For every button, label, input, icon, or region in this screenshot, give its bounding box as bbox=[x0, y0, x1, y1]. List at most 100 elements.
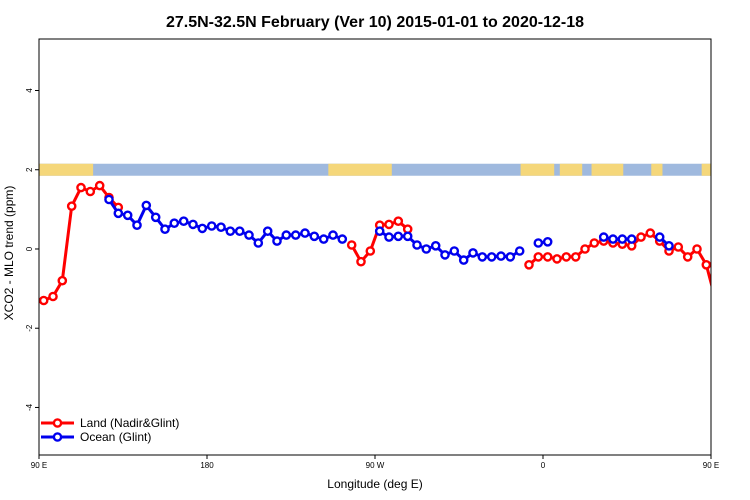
y-axis: -4 -2 0 2 4 bbox=[25, 88, 39, 411]
data-point-land bbox=[636, 232, 646, 242]
data-point-land bbox=[94, 180, 105, 191]
data-point-land bbox=[645, 228, 656, 238]
data-point-land bbox=[552, 254, 562, 264]
land-band-segment bbox=[328, 163, 392, 176]
x-tick-label: 0 bbox=[541, 461, 546, 470]
legend-marker-ocean bbox=[52, 432, 63, 442]
data-point-ocean bbox=[664, 240, 674, 251]
legend-item-ocean: Ocean (Glint) bbox=[41, 430, 151, 444]
series-layer bbox=[39, 180, 738, 306]
data-point-ocean bbox=[626, 234, 637, 244]
data-point-ocean bbox=[384, 232, 394, 242]
data-point-land bbox=[731, 297, 738, 304]
legend: Land (Nadir&Glint) Ocean (Glint) bbox=[41, 416, 179, 444]
data-point-ocean bbox=[542, 236, 553, 247]
data-point-ocean bbox=[188, 219, 198, 230]
data-point-ocean bbox=[253, 238, 264, 248]
data-point-ocean bbox=[412, 240, 422, 250]
plot-frame bbox=[38, 38, 712, 456]
data-point-ocean bbox=[309, 231, 320, 242]
data-point-land bbox=[682, 252, 693, 262]
data-point-ocean bbox=[132, 220, 142, 230]
data-point-land bbox=[66, 201, 77, 211]
legend-label-ocean: Ocean (Glint) bbox=[80, 430, 151, 444]
x-axis: 90 E 180 90 W 0 90 E bbox=[31, 455, 719, 470]
data-point-ocean bbox=[468, 248, 478, 258]
data-point-land bbox=[570, 252, 581, 262]
data-point-ocean bbox=[374, 226, 385, 236]
data-point-ocean bbox=[290, 230, 301, 240]
data-point-land bbox=[48, 291, 58, 302]
data-point-ocean bbox=[272, 236, 282, 246]
chart-title: 27.5N-32.5N February (Ver 10) 2015-01-01… bbox=[166, 14, 584, 31]
y-tick-label: 2 bbox=[25, 167, 34, 172]
x-tick-label: 90 E bbox=[703, 461, 719, 470]
data-point-ocean bbox=[281, 230, 292, 240]
data-point-ocean bbox=[533, 238, 544, 248]
data-point-ocean bbox=[458, 255, 469, 265]
data-point-ocean bbox=[150, 212, 161, 223]
y-tick-label: -4 bbox=[25, 403, 34, 411]
data-point-ocean bbox=[225, 226, 236, 236]
data-point-land bbox=[701, 260, 711, 270]
data-point-ocean bbox=[514, 246, 525, 256]
x-axis-label: Longitude (deg E) bbox=[327, 477, 422, 491]
land-band-segment bbox=[520, 163, 555, 176]
data-point-land bbox=[356, 256, 366, 267]
data-point-land bbox=[710, 299, 711, 302]
data-point-land bbox=[673, 242, 684, 252]
data-point-land bbox=[57, 275, 68, 286]
data-point-ocean bbox=[449, 246, 460, 256]
data-point-ocean bbox=[598, 232, 609, 242]
data-point-ocean bbox=[122, 210, 133, 221]
y-tick-label: -2 bbox=[25, 324, 34, 332]
data-point-ocean bbox=[262, 226, 273, 236]
land-band-segment bbox=[651, 163, 663, 176]
data-point-ocean bbox=[477, 252, 488, 262]
y-axis-label: XCO2 - MLO trend (ppm) bbox=[2, 186, 16, 321]
data-point-land bbox=[346, 240, 357, 250]
data-point-land bbox=[524, 259, 534, 270]
data-point-ocean bbox=[505, 252, 516, 262]
data-point-ocean bbox=[421, 244, 432, 254]
data-point-ocean bbox=[337, 234, 348, 244]
land-ocean-band bbox=[39, 163, 711, 176]
land-band-segment bbox=[701, 163, 711, 176]
data-point-ocean bbox=[440, 250, 450, 260]
data-point-land bbox=[561, 252, 572, 262]
data-point-land bbox=[533, 252, 544, 262]
data-point-ocean bbox=[608, 234, 618, 244]
data-point-ocean bbox=[160, 224, 170, 234]
data-point-land bbox=[692, 244, 702, 254]
data-point-land bbox=[393, 216, 404, 226]
land-band-segment bbox=[39, 163, 94, 176]
data-point-land bbox=[384, 219, 394, 230]
data-point-ocean bbox=[104, 194, 114, 205]
data-point-ocean bbox=[318, 234, 329, 244]
data-point-land bbox=[721, 299, 728, 306]
data-point-land bbox=[365, 246, 376, 256]
data-point-land bbox=[39, 295, 49, 306]
y-tick-label: 0 bbox=[25, 246, 34, 251]
data-point-ocean bbox=[113, 208, 124, 219]
data-point-ocean bbox=[393, 231, 404, 242]
data-point-ocean bbox=[654, 232, 665, 242]
data-point-ocean bbox=[169, 218, 180, 228]
data-point-ocean bbox=[234, 226, 245, 236]
data-point-ocean bbox=[244, 230, 254, 240]
data-point-ocean bbox=[206, 221, 217, 231]
land-band-segment bbox=[591, 163, 624, 176]
series-line-land bbox=[528, 231, 711, 289]
x-tick-label: 180 bbox=[200, 461, 214, 470]
data-point-ocean bbox=[141, 200, 152, 211]
data-point-land bbox=[580, 244, 590, 254]
legend-item-land: Land (Nadir&Glint) bbox=[41, 416, 179, 430]
data-point-ocean bbox=[402, 231, 413, 242]
x-tick-label: 90 E bbox=[31, 461, 47, 470]
data-point-ocean bbox=[197, 223, 208, 234]
data-point-ocean bbox=[430, 240, 441, 251]
data-point-ocean bbox=[178, 216, 189, 226]
legend-marker-land bbox=[52, 418, 63, 428]
data-point-land bbox=[76, 182, 86, 193]
